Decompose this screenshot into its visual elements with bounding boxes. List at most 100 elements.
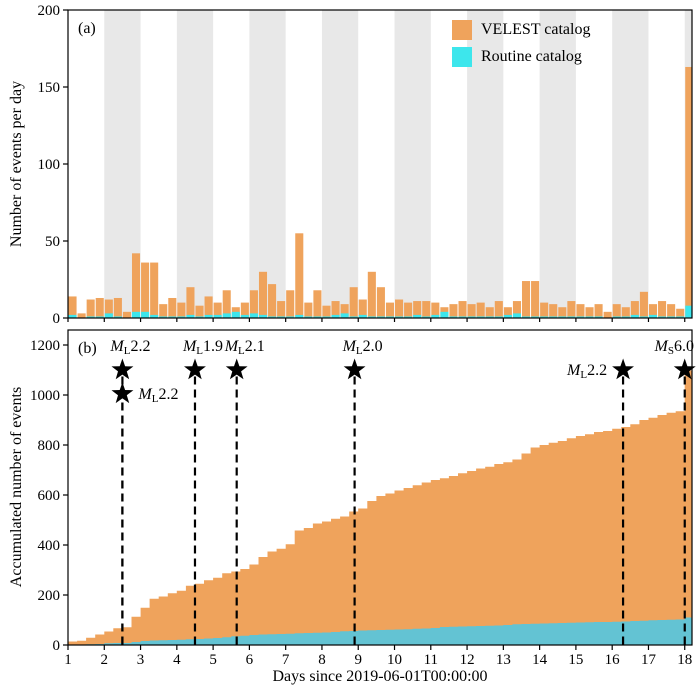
velest-bar: [630, 301, 639, 318]
velest-bar: [358, 299, 367, 318]
velest-bar: [549, 304, 558, 318]
x-tick-label: 6: [246, 652, 254, 668]
routine-bar: [476, 316, 485, 318]
event-label: ML2.2: [137, 386, 178, 405]
y-tick-label: 800: [38, 438, 61, 454]
velest-bar: [122, 311, 131, 318]
routine-bar: [413, 314, 422, 318]
day-shade-band: [612, 10, 649, 318]
x-tick-label: 2: [101, 652, 109, 668]
velest-bar: [422, 301, 431, 318]
panel-label-a: (a): [78, 20, 96, 37]
routine-bar: [667, 316, 676, 318]
y-tick-label: 0: [53, 311, 61, 327]
routine-bar: [630, 314, 639, 318]
panel-a-frame: [67, 9, 693, 319]
velest-bar: [367, 271, 376, 318]
routine-bar: [503, 314, 512, 318]
day-shade-band: [467, 10, 504, 318]
velest-bar: [213, 302, 222, 318]
velest-bar: [540, 302, 549, 318]
velest-bar: [177, 302, 186, 318]
velest-bar: [594, 304, 603, 318]
velest-bar: [585, 307, 594, 318]
day-shade-band: [176, 10, 214, 318]
event-label: ML2.2: [109, 338, 150, 357]
velest-bar: [531, 281, 540, 318]
x-tick-label: 17: [641, 652, 657, 668]
velest-bar: [113, 297, 122, 318]
x-tick-label: 13: [496, 652, 511, 668]
event-label: ML2.0: [342, 338, 383, 357]
routine-bar: [512, 313, 521, 318]
routine-bar: [521, 316, 531, 318]
routine-bar: [358, 314, 367, 318]
velest-cumulative-area: [68, 370, 692, 645]
routine-bar: [186, 314, 195, 318]
routine-bar: [177, 316, 186, 318]
routine-bar: [240, 314, 249, 318]
x-tick-label: 18: [677, 652, 692, 668]
routine-bar: [313, 316, 322, 318]
velest-bar: [304, 302, 313, 318]
legend-swatch-velest-icon: [452, 20, 472, 40]
panel-label-b: (b): [78, 340, 97, 357]
legend: VELEST catalog Routine catalog: [452, 20, 590, 67]
velest-bar: [431, 302, 440, 318]
y-tick-label: 150: [38, 80, 61, 96]
event-star-icon: [111, 382, 134, 404]
velest-bar: [77, 313, 86, 318]
velest-bar: [204, 296, 213, 318]
x-tick-label: 11: [424, 652, 438, 668]
velest-bar: [159, 304, 168, 318]
day-shade-band: [539, 10, 576, 318]
routine-bar: [385, 316, 395, 318]
routine-bar: [376, 316, 385, 318]
velest-bar: [603, 311, 612, 318]
velest-bar: [449, 304, 458, 318]
routine-bar: [331, 314, 340, 318]
velest-bar: [268, 284, 277, 318]
routine-bar: [150, 314, 159, 318]
velest-bar: [322, 305, 331, 318]
velest-bar: [476, 302, 485, 318]
routine-bar: [395, 316, 404, 318]
routine-bar: [168, 316, 177, 318]
velest-bar: [658, 301, 667, 318]
routine-bar: [340, 313, 349, 318]
event-star-icon: [612, 358, 634, 380]
event-star-icon: [673, 358, 696, 380]
velest-bar: [131, 253, 141, 318]
y-tick-label: 0: [53, 638, 61, 654]
y-tick-label: 50: [45, 234, 60, 250]
velest-bar: [639, 291, 648, 318]
routine-bar: [639, 316, 648, 318]
velest-bar: [86, 299, 95, 318]
y-tick-label: 200: [38, 588, 61, 604]
routine-bar: [558, 316, 567, 318]
routine-bar: [295, 314, 304, 318]
velest-bar: [141, 262, 150, 318]
routine-bar: [648, 314, 658, 318]
event-label: ML2.2: [566, 362, 607, 381]
routine-bar: [277, 316, 286, 318]
velest-bar: [222, 290, 231, 318]
velest-bar: [277, 301, 286, 318]
routine-bar: [440, 311, 449, 318]
routine-bar: [494, 316, 503, 318]
velest-bar: [413, 301, 422, 318]
y-tick-label: 200: [38, 3, 61, 19]
velest-bar: [385, 302, 395, 318]
routine-bar: [404, 316, 413, 318]
routine-bar: [658, 316, 667, 318]
y-tick-label: 600: [38, 488, 61, 504]
velest-bar: [150, 262, 159, 318]
velest-bar: [395, 299, 404, 318]
x-tick-label: 1: [64, 652, 72, 668]
routine-bar: [113, 316, 122, 318]
routine-bar: [594, 316, 603, 318]
x-tick-label: 15: [568, 652, 583, 668]
routine-bar: [159, 316, 168, 318]
event-label: ML2.1: [224, 338, 265, 357]
